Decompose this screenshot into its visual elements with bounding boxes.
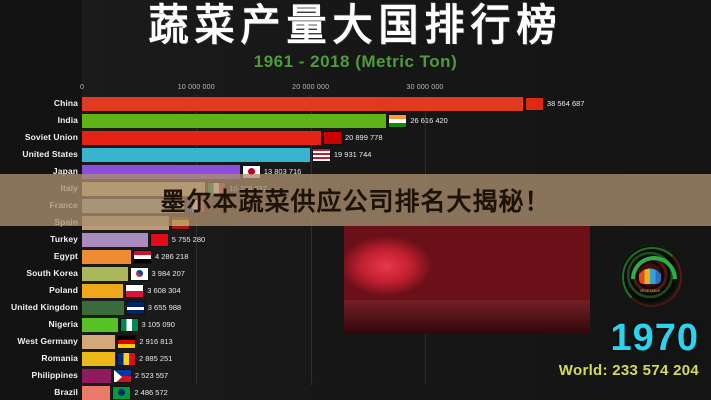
- bar-row: India 26 616 420: [0, 112, 711, 129]
- gridline: [310, 95, 312, 385]
- bar-value-label: 3 105 090: [141, 320, 175, 329]
- bar-row: Nigeria 3 105 090: [0, 316, 711, 333]
- bar-category-label: South Korea: [26, 268, 78, 278]
- bar-category-label: Poland: [49, 285, 78, 295]
- bar-category-label: China: [53, 98, 78, 108]
- year-counter: 1970: [610, 317, 699, 359]
- bar: [82, 317, 118, 332]
- bar-value-label: 13 803 716: [263, 167, 302, 176]
- country-flag-icon: [116, 351, 136, 366]
- bar-value-label: 26 616 420: [410, 116, 448, 125]
- country-flag-icon: [119, 317, 139, 332]
- bar: [82, 249, 131, 264]
- bar-category-label: Romania: [41, 353, 78, 363]
- page-title: 蔬菜产量大国排行榜: [148, 1, 563, 51]
- page-subtitle: 1961 - 2018 (Metric Ton): [253, 52, 458, 71]
- country-flag-icon: [112, 385, 132, 400]
- country-flag-icon: [133, 249, 152, 264]
- bar-category-label: Soviet Union: [24, 132, 78, 142]
- bar-value-label: 2 916 813: [139, 337, 173, 346]
- bar-category-label: Nigeria: [48, 319, 78, 329]
- bar-row: China 38 564 687: [0, 95, 711, 112]
- bar-row: Brazil 2 486 572: [0, 384, 711, 400]
- bar: [82, 232, 148, 247]
- bar-row: South Korea 3 984 207: [0, 265, 711, 282]
- world-total: World: 233 574 204: [558, 362, 699, 379]
- title-block: 蔬菜产量大国排行榜 1961 - 2018 (Metric Ton): [0, 1, 711, 72]
- bar-row: Turkey 5 755 280: [0, 231, 711, 248]
- bar-value-label: 3 984 207: [151, 269, 185, 278]
- country-flag-icon: [117, 334, 137, 349]
- bar-category-label: West Germany: [17, 336, 78, 346]
- bar-row: United Kingdom 3 655 988: [0, 299, 711, 316]
- country-flag-icon: [112, 368, 132, 383]
- country-flag-icon: [149, 232, 169, 247]
- country-flag-icon: [322, 130, 342, 145]
- bar-category-label: United Kingdom: [10, 302, 78, 312]
- photo-reflection: [344, 300, 590, 334]
- country-flag-icon: [311, 147, 331, 162]
- bar-value-label: 2 486 572: [134, 388, 168, 397]
- bar-row: Romania 2 885 251: [0, 350, 711, 367]
- bar: [82, 96, 523, 111]
- brand-logo: VEGETABLE: [619, 244, 687, 312]
- bar-value-label: 5 755 280: [171, 235, 206, 244]
- bar-value-label: 38 564 687: [546, 99, 585, 108]
- bar-value-label: 20 899 778: [344, 133, 383, 142]
- country-flag-icon: [524, 96, 544, 111]
- bar-value-label: 2 523 557: [134, 371, 169, 380]
- bar: [82, 283, 124, 298]
- gridline: [196, 95, 198, 385]
- promo-banner-text: 墨尔本蔬菜供应公司排名大揭秘！: [160, 187, 551, 216]
- vegetable-photo: [344, 226, 590, 334]
- x-axis-tick: 20 000 000: [292, 84, 330, 91]
- bar: [82, 334, 116, 349]
- country-flag-icon: [388, 113, 408, 128]
- x-axis-tick: 30 000 000: [406, 84, 444, 91]
- bar: [82, 147, 310, 162]
- bar-category-label: Turkey: [50, 234, 78, 244]
- bar-row: West Germany 2 916 813: [0, 333, 711, 350]
- bar-category-label: Philippines: [31, 370, 78, 380]
- bar: [82, 351, 115, 366]
- bar: [82, 300, 124, 315]
- x-axis: 0 10 000 000 20 000 000 30 000 000: [0, 84, 711, 96]
- bar-category-label: United States: [22, 149, 78, 159]
- bar-row: Egypt 4 286 218: [0, 248, 711, 265]
- bar-value-label: 19 931 744: [333, 150, 372, 159]
- country-flag-icon: [129, 266, 149, 281]
- bar: [82, 113, 387, 128]
- country-flag-icon: [125, 300, 145, 315]
- bar-category-label: Japan: [52, 166, 78, 176]
- bar-category-label: Egypt: [53, 251, 78, 261]
- logo-core-icon: [639, 262, 661, 284]
- x-axis-tick: 0: [79, 84, 85, 91]
- bar-value-label: 4 286 218: [155, 252, 189, 261]
- bar: [82, 130, 321, 145]
- bar-row: Poland 3 608 304: [0, 282, 711, 299]
- bar-value-label: 2 885 251: [138, 354, 173, 363]
- promo-banner-background: [0, 174, 711, 226]
- x-axis-tick: 10 000 000: [177, 84, 215, 91]
- bar: [82, 385, 111, 400]
- bar: [82, 368, 111, 383]
- bar-row: Soviet Union 20 899 778: [0, 129, 711, 146]
- bar-row: Philippines 2 523 557: [0, 367, 711, 384]
- bar-row: United States 19 931 744: [0, 146, 711, 163]
- logo-caption: VEGETABLE: [639, 289, 661, 293]
- bar-value-label: 3 655 988: [147, 303, 182, 312]
- bar-category-label: Brazil: [54, 387, 78, 397]
- country-flag-icon: [125, 283, 145, 298]
- bar: [82, 266, 128, 281]
- bar-value-label: 3 608 304: [147, 286, 181, 295]
- logo-outer-ring: [622, 247, 682, 307]
- bar-category-label: India: [57, 115, 78, 125]
